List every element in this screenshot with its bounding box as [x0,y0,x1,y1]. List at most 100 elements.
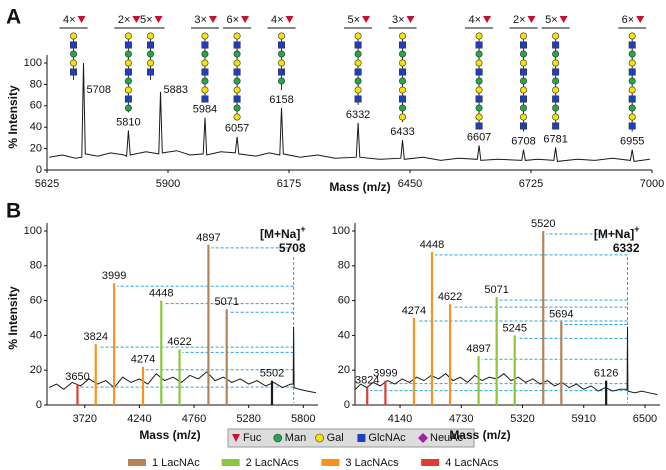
man-icon [201,77,209,85]
man-icon [233,104,241,112]
fucose-icon [483,16,492,23]
glcnac-icon [520,68,528,76]
peak-label: 5883 [164,84,188,96]
man-icon [552,77,560,85]
y-tick-label: 60 [30,295,42,307]
precursor-ion: [M+Na] [260,227,300,241]
gal-icon [233,32,241,40]
glcnac-icon [278,68,286,76]
fucose-icon [132,16,141,23]
peak-label: 6781 [543,133,567,145]
peak-label: 5708 [87,84,111,96]
gal-icon [475,113,483,121]
glcnac-icon [354,95,362,103]
gal-icon [124,32,132,40]
peak-label: 5694 [549,308,573,320]
gal-icon [628,86,636,94]
gal-icon [475,86,483,94]
gal-icon [70,32,78,40]
x-tick-label: 4140 [388,413,412,425]
precursor-mz: 6332 [613,241,640,255]
y-tick-label: 60 [30,100,42,112]
peak-label: 5071 [214,296,238,308]
gal-icon [124,59,132,67]
peak-label: 3824 [355,375,379,387]
x-tick-label: 6175 [277,178,301,190]
peak-label: 6332 [346,109,370,121]
gal-icon [520,113,528,121]
fucose-count: 4× [469,14,482,26]
man-icon [520,77,528,85]
legend-swatch [221,459,240,466]
glcnac-icon [552,41,560,49]
gal-icon [354,32,362,40]
peak-label: 4448 [420,239,444,251]
peak-label: 4897 [196,232,220,244]
fucose-count: 5× [140,14,153,26]
fucose-count: 5× [545,14,558,26]
man-icon [124,104,132,112]
man-icon [147,50,155,58]
man-icon [475,50,483,58]
gal-icon [201,86,209,94]
legend-label: GlcNAc [368,432,406,444]
x-tick-label: 6500 [633,413,657,425]
man-icon [124,50,132,58]
peak-label: 4622 [438,291,462,303]
legend-label: Fuc [243,432,262,444]
x-tick-label: 4760 [182,413,206,425]
peak-label: 4274 [402,305,426,317]
glcnac-icon [70,41,78,49]
y-tick-label: 20 [338,364,350,376]
panel-label: A [6,6,21,29]
fucose-count: 6× [227,14,240,26]
legend-icon [232,434,240,442]
fucose-count: 3× [392,14,405,26]
peak-label: 4448 [149,288,173,300]
y-tick-label: 20 [30,143,42,155]
y-tick-label: 0 [36,399,42,411]
glcnac-icon [354,68,362,76]
x-tick-label: 5800 [291,413,315,425]
glcnac-icon [520,41,528,49]
fucose-icon [241,16,250,23]
y-tick-label: 100 [332,225,350,237]
y-tick-label: 100 [24,225,42,237]
peak-label: 6126 [594,368,618,380]
glcnac-icon [475,68,483,76]
gal-icon [475,59,483,67]
man-icon [278,50,286,58]
legend-icon [315,433,324,443]
peak-label: 5810 [116,116,140,128]
glcnac-icon [201,68,209,76]
glcnac-icon [399,41,407,49]
y-axis-label: % Intensity [6,85,20,149]
glcnac-icon [552,68,560,76]
gal-icon [628,113,636,121]
gal-icon [233,59,241,67]
peak-label: 6158 [269,94,293,106]
glcnac-icon [278,41,286,49]
glcnac-icon [520,122,528,130]
x-axis-label: Mass (m/z) [139,428,200,442]
y-tick-label: 60 [338,295,350,307]
peak-label: 3999 [102,270,126,282]
precursor-label: [M+Na]+ [260,224,306,241]
fucose-icon [285,16,294,23]
gal-icon [201,32,209,40]
x-tick-label: 5910 [571,413,595,425]
glcnac-icon [354,41,362,49]
fucose-count: 6× [622,14,635,26]
y-tick-label: 100 [24,57,42,69]
glcnac-icon [399,95,407,103]
glcnac-icon [552,95,560,103]
man-icon [628,77,636,85]
precursor-charge: + [300,224,305,234]
precursor-label: [M+Na]+ [594,224,640,241]
fucose-icon [559,16,568,23]
peak-label: 5984 [193,103,217,115]
peak-label: 5071 [484,284,508,296]
precursor-charge: + [634,224,639,234]
x-tick-label: 5280 [236,413,260,425]
glcnac-icon [475,122,483,130]
